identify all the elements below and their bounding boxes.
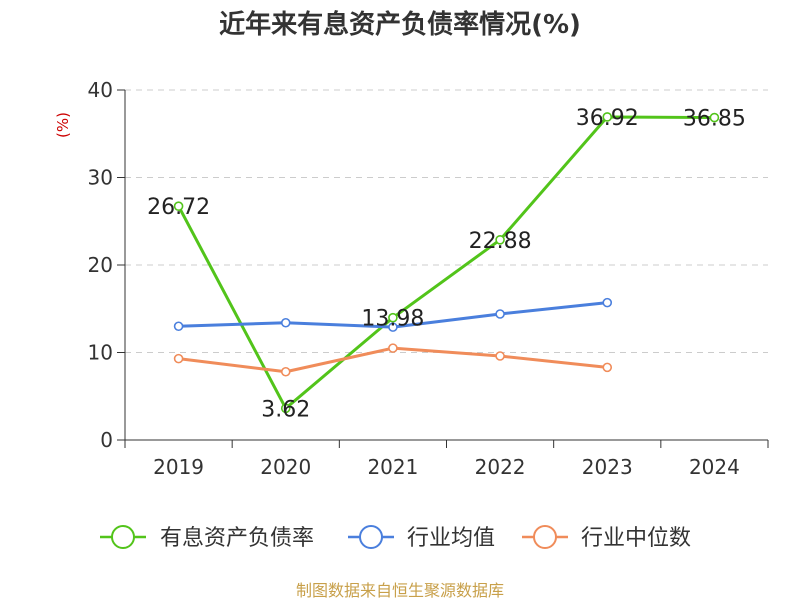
data-point — [495, 351, 505, 361]
data-label: 13.98 — [361, 307, 424, 332]
data-point — [173, 321, 184, 332]
source-note: 制图数据来自恒生聚源数据库 — [296, 581, 504, 600]
y-tick-label: 20 — [88, 253, 113, 277]
data-point — [280, 317, 291, 328]
y-axis-label: (%) — [54, 112, 72, 138]
legend-marker — [533, 525, 557, 549]
y-tick-label: 30 — [88, 166, 113, 190]
x-tick-label: 2021 — [367, 455, 418, 479]
data-point — [388, 312, 398, 323]
legend-marker — [111, 525, 135, 549]
x-tick-label: 2023 — [582, 455, 633, 479]
data-label: 22.88 — [469, 229, 532, 254]
data-point — [173, 353, 184, 364]
data-point — [495, 235, 505, 245]
data-point — [280, 366, 291, 377]
y-tick-label: 0 — [100, 428, 113, 452]
data-point — [709, 112, 720, 123]
y-tick-label: 10 — [88, 341, 113, 365]
legend: 有息资产负债率 行业均值 行业中位数 — [100, 525, 691, 551]
grid-lines — [125, 89, 768, 353]
data-point — [388, 343, 398, 353]
legend-label: 有息资产负债率 — [160, 526, 314, 551]
data-point — [173, 201, 184, 211]
data-point — [280, 403, 291, 414]
x-axis-ticks: 2019 2020 2021 2022 2023 2024 — [124, 440, 769, 479]
data-label: 3.62 — [261, 397, 310, 422]
y-axis-ticks: 0 10 20 30 40 — [88, 78, 125, 452]
data-point — [602, 362, 613, 373]
x-tick-label: 2019 — [153, 455, 204, 479]
data-label: 36.92 — [576, 106, 639, 131]
data-point — [388, 322, 398, 332]
x-tick-label: 2022 — [475, 455, 526, 479]
data-point — [602, 297, 613, 308]
data-label: 36.85 — [683, 107, 746, 132]
legend-marker — [359, 525, 383, 549]
chart-title: 近年来有息资产负债率情况(%) — [219, 9, 581, 40]
x-tick-label: 2020 — [260, 455, 311, 479]
x-tick-label: 2024 — [689, 455, 740, 479]
legend-label: 行业均值 — [407, 526, 495, 551]
data-point — [602, 112, 613, 122]
data-point — [495, 309, 505, 319]
series-layer — [173, 112, 720, 414]
y-tick-label: 40 — [88, 78, 113, 102]
legend-label: 行业中位数 — [581, 526, 691, 551]
data-label: 26.72 — [147, 195, 210, 220]
data-labels: 26.72 3.62 13.98 22.88 36.92 36.85 — [147, 106, 746, 422]
series-line-1 — [177, 115, 715, 410]
